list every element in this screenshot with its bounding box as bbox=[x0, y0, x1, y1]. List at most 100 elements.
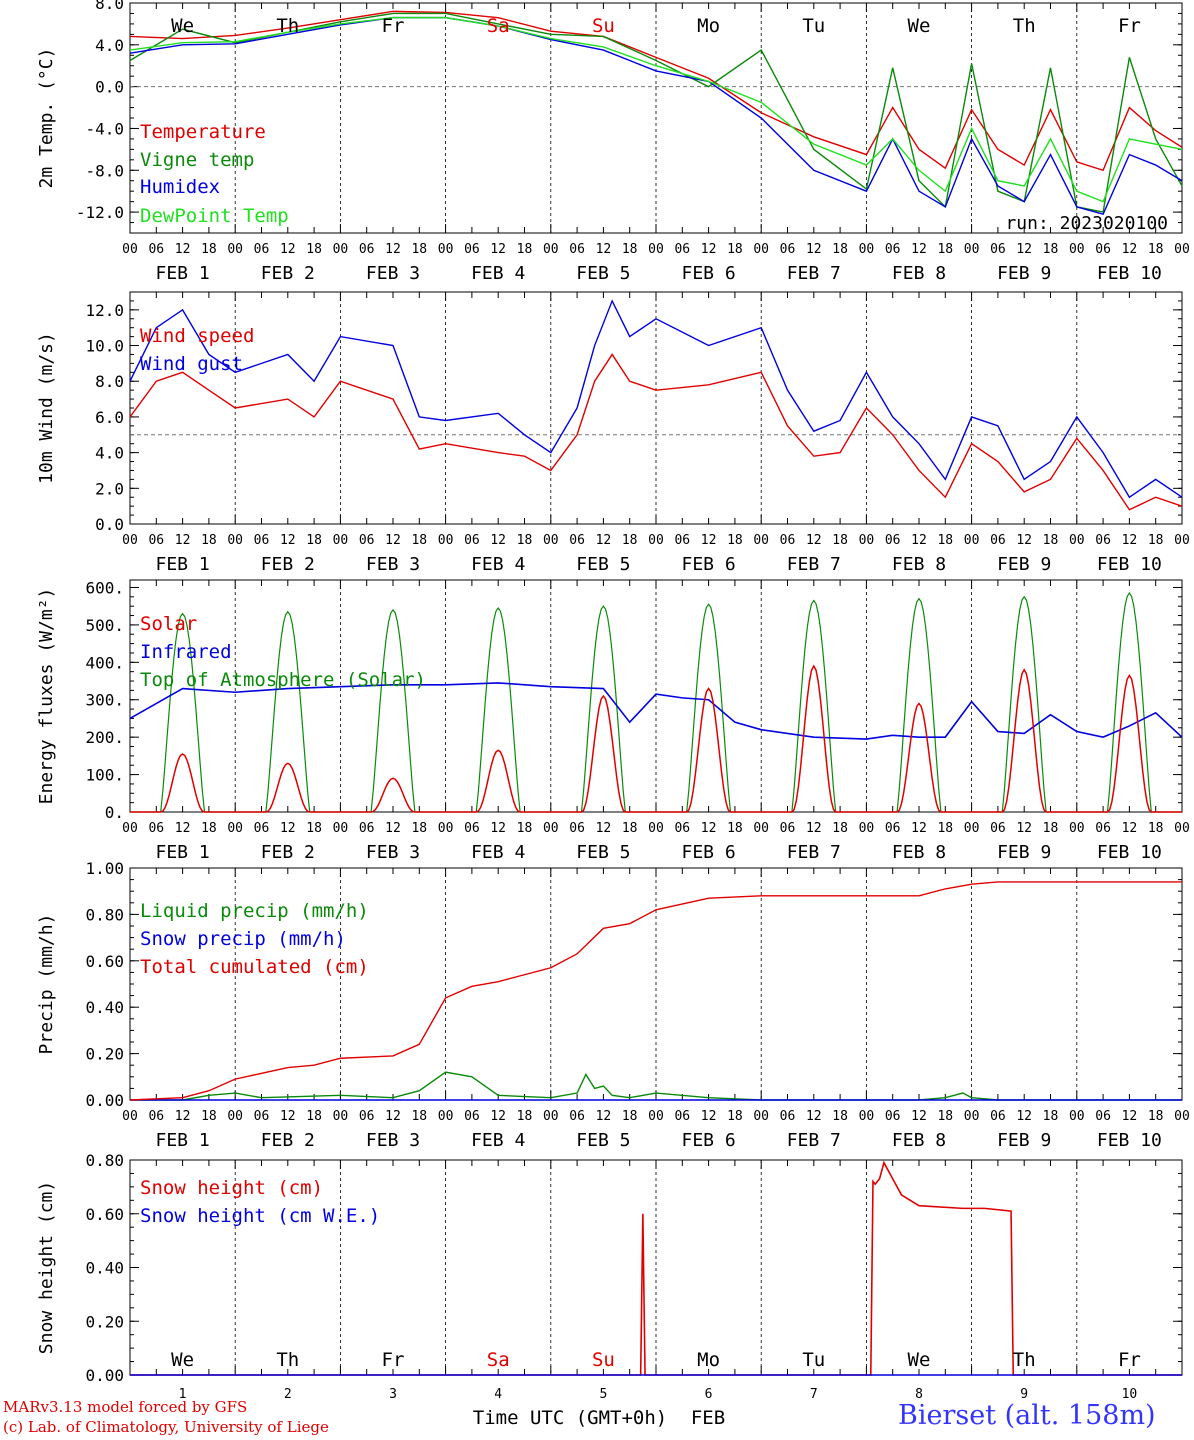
series-line-temperature bbox=[129, 10, 1183, 172]
hour-tick-label: 12 bbox=[1122, 533, 1138, 548]
hour-tick-label: 00 bbox=[122, 1109, 138, 1124]
hour-tick-label: 18 bbox=[832, 242, 848, 257]
footer-credit-line: (c) Lab. of Climatology, University of L… bbox=[3, 1418, 329, 1436]
date-label: FEB 5 bbox=[576, 554, 630, 575]
hour-tick-label: 00 bbox=[333, 1109, 349, 1124]
weekday-label-bottom: Th bbox=[1013, 1349, 1036, 1371]
hour-tick-label: 00 bbox=[753, 821, 769, 836]
y-tick-label: 400. bbox=[85, 653, 124, 672]
date-label: FEB 1 bbox=[156, 554, 210, 575]
legend-vigne-temp: Vigne temp bbox=[140, 149, 254, 171]
hour-tick-label: 18 bbox=[411, 533, 427, 548]
y-tick-label: 2.0 bbox=[95, 479, 124, 498]
hour-tick-label: 12 bbox=[1016, 242, 1032, 257]
y-axis-label: 2m Temp. (°C) bbox=[36, 48, 57, 189]
hour-tick-label: 12 bbox=[596, 533, 612, 548]
hour-tick-label: 18 bbox=[1043, 242, 1059, 257]
day-number-label: 7 bbox=[810, 1387, 818, 1402]
hour-tick-label: 00 bbox=[1069, 821, 1085, 836]
hour-tick-label: 06 bbox=[990, 533, 1006, 548]
hour-tick-label: 00 bbox=[227, 821, 243, 836]
hour-tick-label: 00 bbox=[227, 1109, 243, 1124]
hour-tick-label: 00 bbox=[438, 821, 454, 836]
series-line-total-cumulated-cm- bbox=[129, 881, 1182, 1101]
y-tick-label: -8.0 bbox=[85, 161, 124, 180]
hour-tick-label: 06 bbox=[885, 821, 901, 836]
hour-tick-label: 12 bbox=[806, 1109, 822, 1124]
y-axis-label: Precip (mm/h) bbox=[36, 914, 57, 1055]
hour-tick-label: 18 bbox=[1043, 1109, 1059, 1124]
hour-tick-label: 18 bbox=[937, 1109, 953, 1124]
hour-tick-label: 00 bbox=[859, 821, 875, 836]
hour-tick-label: 18 bbox=[727, 1109, 743, 1124]
y-tick-label: 0. bbox=[105, 803, 124, 822]
legend-solar: Solar bbox=[140, 613, 197, 635]
hour-tick-label: 06 bbox=[148, 1109, 164, 1124]
hour-tick-label: 18 bbox=[411, 242, 427, 257]
hour-tick-label: 12 bbox=[806, 242, 822, 257]
hour-tick-label: 12 bbox=[175, 821, 191, 836]
y-tick-label: 0.0 bbox=[95, 515, 124, 534]
hour-tick-label: 06 bbox=[990, 821, 1006, 836]
day-number-label: 8 bbox=[915, 1387, 923, 1402]
y-tick-label: 0.00 bbox=[85, 1091, 124, 1110]
hour-tick-label: 18 bbox=[937, 242, 953, 257]
hour-tick-label: 06 bbox=[569, 1109, 585, 1124]
date-label: FEB 1 bbox=[156, 263, 210, 284]
date-label: FEB 7 bbox=[787, 554, 841, 575]
hour-tick-label: 00 bbox=[1069, 1109, 1085, 1124]
legend-wind-gust: Wind gust bbox=[140, 353, 243, 375]
weekday-label: Fr bbox=[382, 15, 405, 37]
hour-tick-label: 12 bbox=[385, 1109, 401, 1124]
hour-tick-label: 18 bbox=[622, 242, 638, 257]
hour-tick-label: 18 bbox=[201, 242, 217, 257]
hour-tick-label: 06 bbox=[569, 821, 585, 836]
hour-tick-label: 18 bbox=[1148, 1109, 1164, 1124]
day-number-label: 3 bbox=[389, 1387, 397, 1402]
hour-tick-label: 18 bbox=[937, 821, 953, 836]
legend-top-of-atmosphere-solar-: Top of Atmosphere (Solar) bbox=[140, 669, 426, 691]
hour-tick-label: 06 bbox=[674, 1109, 690, 1124]
hour-tick-label: 06 bbox=[780, 533, 796, 548]
hour-tick-label: 00 bbox=[964, 1109, 980, 1124]
hour-tick-label: 18 bbox=[517, 533, 533, 548]
y-tick-label: 200. bbox=[85, 728, 124, 747]
hour-tick-label: 00 bbox=[964, 242, 980, 257]
date-label: FEB 2 bbox=[261, 554, 315, 575]
hour-tick-label: 18 bbox=[832, 533, 848, 548]
day-number-label: 1 bbox=[179, 1387, 187, 1402]
hour-tick-label: 00 bbox=[1174, 821, 1190, 836]
hour-tick-label: 12 bbox=[1016, 821, 1032, 836]
y-tick-label: -4.0 bbox=[85, 119, 124, 138]
hour-tick-label: 12 bbox=[596, 821, 612, 836]
hour-tick-label: 18 bbox=[306, 821, 322, 836]
hour-tick-label: 12 bbox=[701, 533, 717, 548]
hour-tick-label: 06 bbox=[464, 821, 480, 836]
hour-tick-label: 12 bbox=[911, 533, 927, 548]
hour-tick-label: 18 bbox=[1148, 533, 1164, 548]
hour-tick-label: 18 bbox=[201, 533, 217, 548]
hour-tick-label: 12 bbox=[1122, 242, 1138, 257]
hour-tick-label: 18 bbox=[727, 533, 743, 548]
weekday-label-bottom: Fr bbox=[382, 1349, 405, 1371]
hour-tick-label: 00 bbox=[1174, 533, 1190, 548]
hour-tick-label: 12 bbox=[1122, 1109, 1138, 1124]
hour-tick-label: 06 bbox=[990, 1109, 1006, 1124]
hour-tick-label: 00 bbox=[964, 533, 980, 548]
weekday-label: We bbox=[171, 15, 194, 37]
hour-tick-label: 12 bbox=[280, 1109, 296, 1124]
x-axis-month: FEB bbox=[691, 1407, 725, 1429]
legend-dewpoint-temp: DewPoint Temp bbox=[140, 205, 289, 227]
legend-temperature: Temperature bbox=[140, 121, 266, 143]
hour-tick-label: 12 bbox=[911, 242, 927, 257]
y-tick-label: 0.40 bbox=[85, 998, 124, 1017]
weekday-label: Tu bbox=[802, 15, 825, 37]
weekday-label: Sa bbox=[487, 15, 510, 37]
date-label: FEB 9 bbox=[997, 1130, 1051, 1151]
hour-tick-label: 18 bbox=[727, 242, 743, 257]
hour-tick-label: 18 bbox=[832, 821, 848, 836]
date-label: FEB 3 bbox=[366, 842, 420, 863]
hour-tick-label: 06 bbox=[148, 821, 164, 836]
y-tick-label: 0.80 bbox=[85, 905, 124, 924]
